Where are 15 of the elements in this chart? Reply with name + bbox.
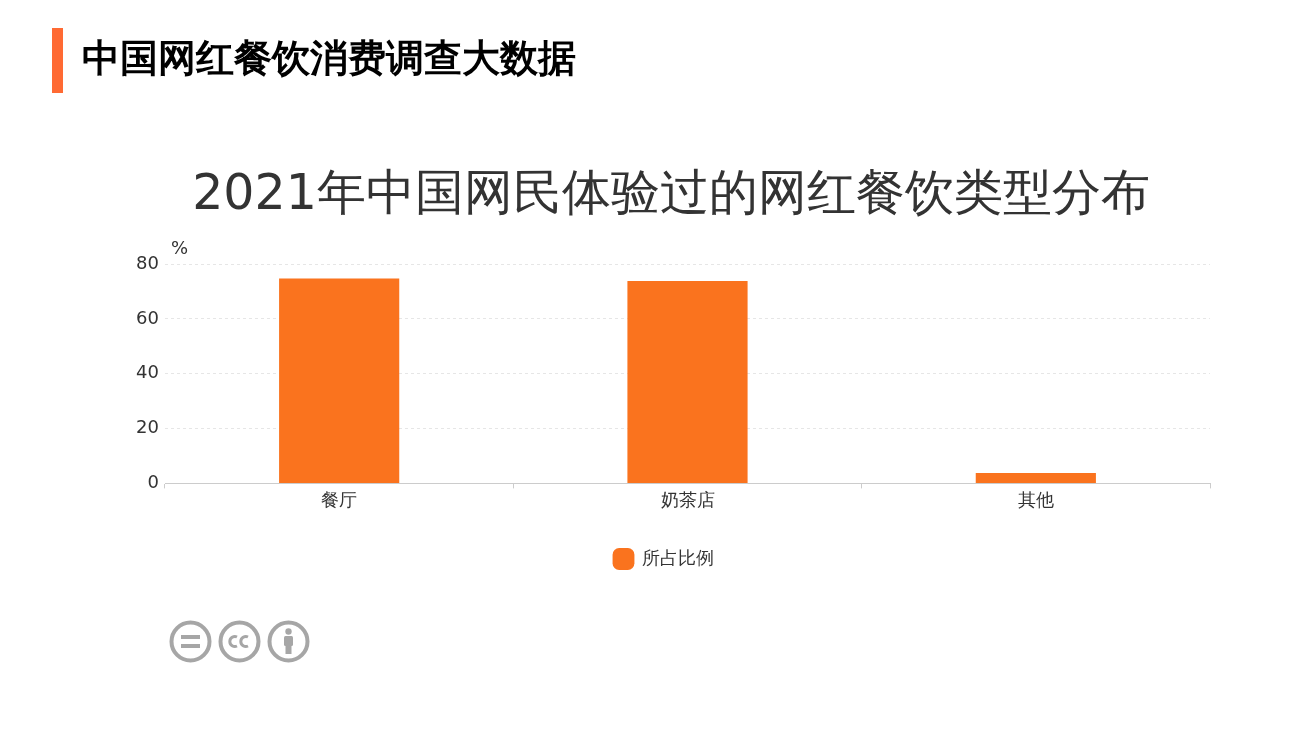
y-tick-label: 20 <box>136 416 159 438</box>
x-tick-label: 餐厅 <box>321 488 358 510</box>
y-axis-title: % <box>171 236 189 258</box>
bar <box>975 472 1096 483</box>
bar <box>627 281 748 483</box>
chart-title: 中国网红餐饮消费调查大数据 <box>82 35 576 81</box>
x-tick-label: 其他 <box>1017 488 1054 510</box>
legend-label: 所占比例 <box>641 546 714 568</box>
y-tick-label: 40 <box>136 361 159 383</box>
y-tick-label: 0 <box>147 471 159 493</box>
bar <box>279 278 400 483</box>
x-tick-label: 奶茶店 <box>660 488 715 510</box>
y-tick-label: 80 <box>136 251 159 273</box>
y-tick-label: 60 <box>136 306 159 328</box>
chart-subtitle: 2021年中国网民体验过的网红餐饮类型分布 <box>191 164 1151 222</box>
